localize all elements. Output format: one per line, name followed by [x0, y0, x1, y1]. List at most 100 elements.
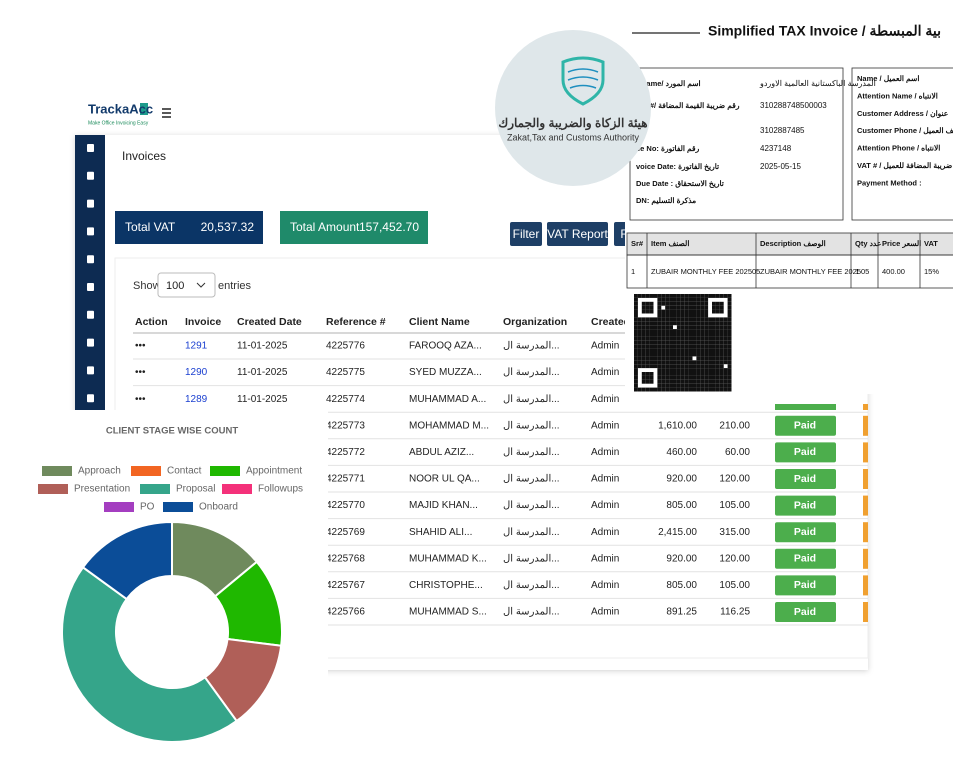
- qr-module: [727, 387, 732, 392]
- cell-client-name: NOOR UL QA...: [409, 474, 480, 485]
- qr-module: [684, 387, 689, 392]
- action-button[interactable]: [863, 415, 868, 436]
- qr-module: [727, 305, 732, 310]
- qr-module: [669, 313, 673, 318]
- qr-module: [688, 336, 693, 341]
- legend-swatch[interactable]: [140, 484, 170, 494]
- qr-module: [634, 368, 638, 372]
- legend-label[interactable]: Appointment: [246, 466, 302, 477]
- action-button[interactable]: [863, 522, 868, 543]
- qr-module: [661, 356, 666, 361]
- total-vat-value: 20,537.32: [201, 220, 255, 234]
- qr-module: [673, 333, 677, 337]
- qr-module: [727, 321, 732, 326]
- cell-invoice[interactable]: 1289: [185, 394, 208, 405]
- action-button[interactable]: [863, 442, 868, 463]
- status-badge: [775, 495, 836, 516]
- legend-swatch[interactable]: [210, 466, 240, 476]
- qr-module: [637, 344, 642, 349]
- cell-invoice[interactable]: 1290: [185, 367, 208, 378]
- sidebar-icon[interactable]: [87, 366, 94, 375]
- items-cell: ZUBAIR MONTHLY FEE 202505: [760, 267, 869, 276]
- qr-module: [661, 383, 666, 388]
- qr-module: [673, 360, 677, 365]
- legend-swatch[interactable]: [163, 502, 193, 512]
- qr-module: [637, 352, 642, 357]
- legend-label[interactable]: Presentation: [74, 484, 130, 495]
- qr-module: [634, 352, 638, 357]
- sidebar-icon[interactable]: [87, 171, 94, 180]
- qr-module: [669, 294, 673, 298]
- cell-action[interactable]: •••: [135, 341, 146, 352]
- qr-module: [700, 348, 705, 353]
- legend-swatch[interactable]: [104, 502, 134, 512]
- action-button[interactable]: [863, 602, 868, 622]
- qr-module: [634, 309, 638, 314]
- sidebar-icon[interactable]: [87, 199, 94, 208]
- sidebar-icon[interactable]: [87, 394, 94, 403]
- supplier-value: 2025-05-15: [760, 162, 801, 171]
- qr-module: [696, 368, 701, 372]
- qr-module: [641, 379, 646, 384]
- cell-action[interactable]: •••: [135, 394, 146, 405]
- toolbar-button-label[interactable]: VAT Report: [547, 227, 608, 241]
- legend-label[interactable]: Followups: [258, 484, 303, 495]
- page-size[interactable]: 100: [166, 280, 184, 292]
- qr-module: [669, 301, 673, 306]
- qr-module: [708, 336, 712, 341]
- cell-invoice[interactable]: 1291: [185, 341, 208, 352]
- qr-module: [661, 387, 666, 392]
- legend-label[interactable]: Onboard: [199, 502, 238, 513]
- menu-icon[interactable]: [162, 108, 171, 118]
- legend-swatch[interactable]: [38, 484, 68, 494]
- qr-module: [680, 383, 685, 388]
- legend-label[interactable]: Proposal: [176, 484, 215, 495]
- cell-action[interactable]: •••: [135, 367, 146, 378]
- legend-swatch[interactable]: [222, 484, 252, 494]
- qr-module: [669, 360, 673, 365]
- qr-module: [657, 325, 662, 330]
- qr-module: [723, 368, 728, 372]
- action-button[interactable]: [863, 469, 868, 489]
- page-size-select[interactable]: [157, 272, 216, 298]
- sidebar-icon[interactable]: [87, 227, 94, 236]
- qr-module: [708, 329, 712, 333]
- legend-swatch[interactable]: [42, 466, 72, 476]
- qr-module: [708, 387, 712, 392]
- qr-module: [645, 321, 650, 326]
- donut-card: CLIENT STAGE WISE COUNT Approach Contact Ap…: [0, 410, 328, 773]
- action-button[interactable]: [863, 548, 868, 569]
- column-header: Organization: [503, 316, 567, 328]
- toolbar-button-label[interactable]: F: [620, 227, 627, 241]
- qr-module: [719, 352, 724, 357]
- action-button[interactable]: [863, 495, 868, 516]
- qr-module: [692, 317, 697, 322]
- sidebar-icon[interactable]: [87, 310, 94, 319]
- qr-module: [684, 313, 689, 318]
- sidebar-icon[interactable]: [87, 255, 94, 264]
- legend-label[interactable]: PO: [140, 502, 155, 513]
- qr-module: [723, 379, 728, 384]
- legend-label[interactable]: Contact: [167, 466, 202, 477]
- toolbar-button[interactable]: [510, 222, 542, 246]
- sidebar-icon[interactable]: [87, 144, 94, 152]
- qr-module: [649, 305, 654, 310]
- qr-module: [688, 294, 693, 298]
- qr-module: [673, 344, 677, 349]
- action-button[interactable]: [863, 575, 868, 596]
- legend-label[interactable]: Approach: [78, 466, 121, 477]
- qr-module: [688, 387, 693, 392]
- toolbar-button[interactable]: [547, 222, 608, 246]
- sidebar-icon[interactable]: [87, 338, 94, 347]
- cell-reference: 4225768: [326, 553, 365, 564]
- cell-vat: 315.00: [719, 527, 750, 538]
- qr-module: [704, 313, 709, 318]
- cell-vat: 105.00: [719, 580, 750, 591]
- sidebar-icon[interactable]: [87, 283, 94, 291]
- legend-swatch[interactable]: [131, 466, 161, 476]
- qr-module: [704, 297, 709, 302]
- qr-module: [712, 387, 716, 392]
- toolbar-button-label[interactable]: Filter: [513, 227, 540, 241]
- cell-reference: 4225769: [326, 527, 365, 538]
